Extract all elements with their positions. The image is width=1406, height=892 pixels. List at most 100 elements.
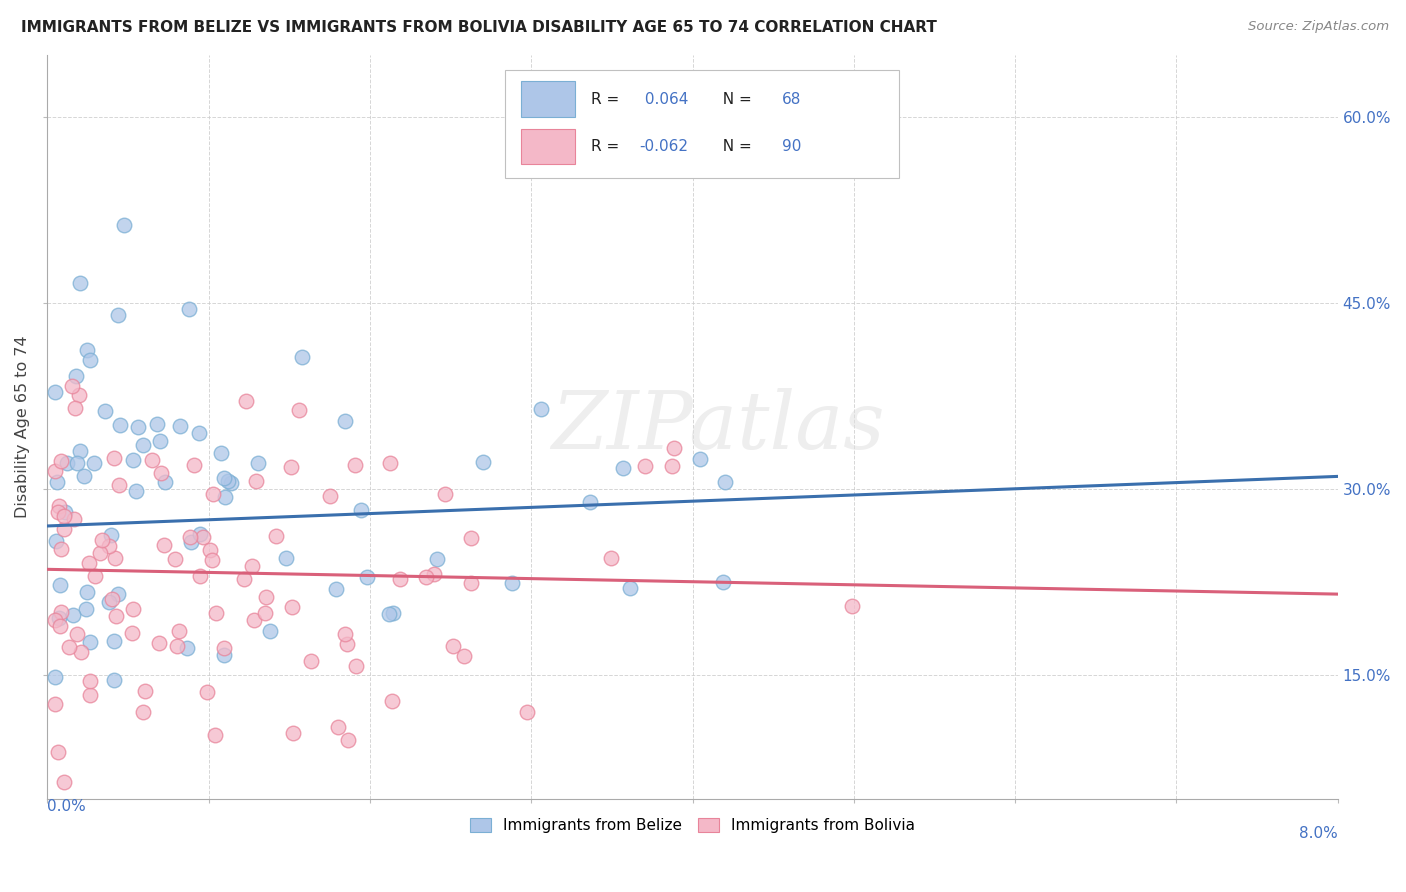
Point (291, 350, 314, 364)
Point (254, 590, 277, 604)
Point (63, 401, 86, 415)
Point (319, 489, 342, 503)
Point (97, 595, 120, 609)
Bar (520, 81, 575, 117)
Point (132, 706, 155, 720)
Point (53, 774, 76, 789)
Point (195, 684, 218, 698)
Point (381, 694, 404, 708)
Point (169, 419, 191, 434)
Point (104, 608, 127, 623)
Point (166, 639, 188, 653)
Point (600, 551, 623, 566)
Point (107, 308, 129, 322)
Point (76, 584, 98, 599)
Text: Source: ZipAtlas.com: Source: ZipAtlas.com (1249, 20, 1389, 33)
Point (343, 458, 366, 472)
Point (453, 648, 475, 663)
Text: 8.0%: 8.0% (1299, 826, 1337, 841)
Point (202, 487, 225, 501)
Point (441, 639, 464, 653)
Point (60, 379, 83, 393)
Point (107, 587, 129, 601)
Point (204, 606, 226, 620)
Point (75, 602, 97, 616)
Point (336, 637, 359, 651)
Point (165, 552, 187, 566)
Point (103, 673, 125, 688)
Point (83, 456, 105, 470)
Point (212, 648, 235, 662)
Point (280, 460, 302, 475)
Point (62, 608, 84, 623)
Point (281, 725, 304, 739)
Point (103, 450, 125, 465)
Point (44, 613, 66, 627)
Point (72, 469, 94, 483)
Text: N =: N = (713, 92, 756, 106)
Point (187, 426, 209, 441)
Point (209, 445, 232, 459)
Text: 68: 68 (782, 92, 801, 106)
Point (167, 624, 190, 638)
Point (378, 456, 401, 470)
Point (94, 403, 117, 417)
Y-axis label: Disability Age 65 to 74: Disability Age 65 to 74 (15, 335, 30, 518)
Point (124, 484, 146, 499)
Point (333, 414, 356, 428)
Point (48, 745, 70, 759)
Text: R =: R = (591, 139, 624, 154)
Point (70, 645, 93, 659)
Point (65, 368, 87, 383)
Point (44, 697, 66, 711)
Text: N =: N = (713, 139, 756, 154)
Point (48, 500, 70, 514)
Point (49, 578, 72, 592)
Point (191, 530, 214, 544)
Point (155, 475, 177, 490)
Point (53, 508, 76, 523)
Point (460, 575, 482, 590)
Point (134, 684, 156, 698)
Point (274, 551, 297, 566)
Point (66, 456, 89, 470)
Point (350, 503, 373, 517)
Point (501, 576, 523, 591)
Point (49, 453, 72, 467)
Point (388, 573, 411, 587)
Text: -0.062: -0.062 (640, 139, 689, 154)
Point (131, 438, 153, 452)
Point (77, 556, 100, 570)
Point (148, 636, 170, 650)
Point (634, 458, 657, 473)
Point (121, 453, 143, 467)
Point (150, 466, 173, 480)
Point (127, 420, 149, 434)
Point (235, 394, 257, 409)
Text: R =: R = (591, 92, 624, 106)
Point (89, 545, 111, 559)
Point (98, 539, 121, 553)
Text: 90: 90 (782, 139, 801, 154)
Point (63, 511, 86, 525)
Text: 0.064: 0.064 (640, 92, 688, 106)
Point (90, 533, 112, 547)
Point (212, 471, 235, 485)
Point (516, 705, 538, 719)
Point (53, 505, 76, 519)
Point (219, 476, 242, 491)
FancyBboxPatch shape (505, 70, 898, 178)
Point (79, 689, 101, 703)
Point (53, 522, 76, 536)
Point (56, 457, 79, 471)
Point (67, 388, 90, 402)
Point (333, 627, 356, 641)
Point (179, 302, 201, 317)
Point (179, 530, 201, 544)
Point (149, 434, 172, 448)
Point (415, 570, 437, 584)
Point (378, 607, 401, 621)
Point (288, 403, 311, 417)
Text: ZIPatlas: ZIPatlas (551, 388, 884, 466)
Point (188, 569, 211, 583)
